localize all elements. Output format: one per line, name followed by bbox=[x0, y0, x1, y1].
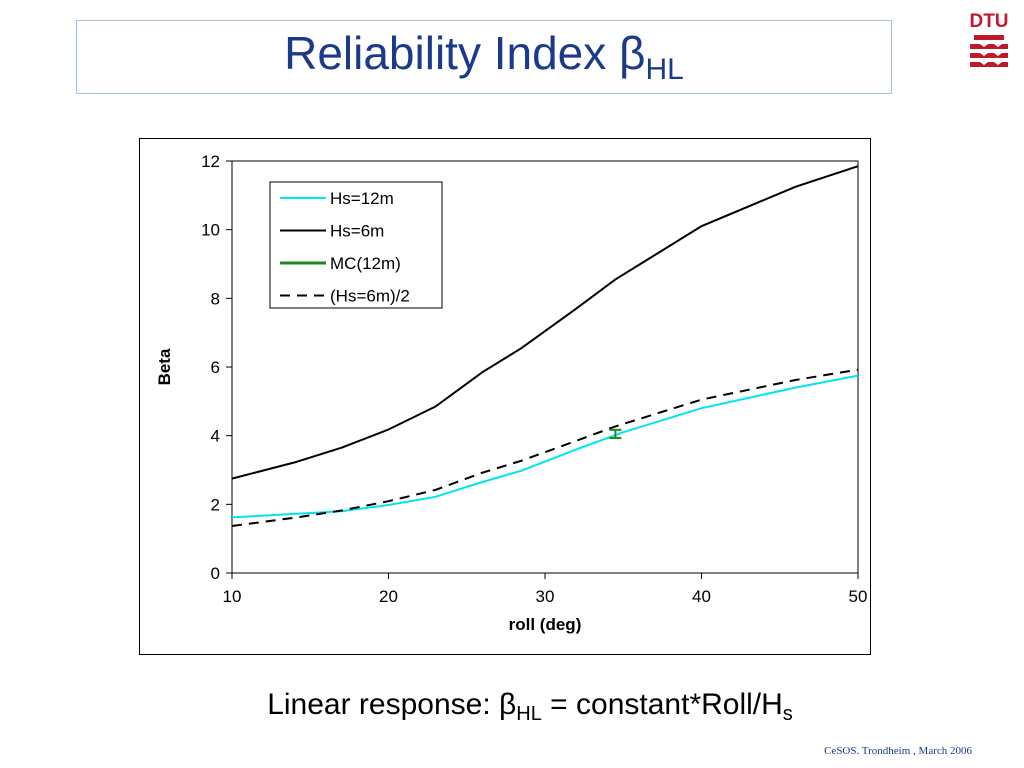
y-tick-label: 4 bbox=[211, 427, 220, 446]
chart-frame: 0 2 4 6 8 10 12 10 20 30 40 50 roll (deg) Beta Hs=12m H… bbox=[139, 138, 871, 655]
y-axis-label: Beta bbox=[155, 348, 174, 385]
series-mc-errorbar bbox=[609, 428, 622, 440]
x-axis-label: roll (deg) bbox=[509, 615, 582, 634]
x-tick-label: 20 bbox=[379, 587, 398, 606]
dtu-logo: DTU bbox=[966, 12, 1012, 74]
legend-label: Hs=12m bbox=[330, 189, 394, 208]
y-tick-label: 6 bbox=[211, 358, 220, 377]
x-tick-label: 40 bbox=[692, 587, 711, 606]
legend-label: Hs=6m bbox=[330, 222, 384, 241]
series-line-hs-6m bbox=[231, 165, 859, 480]
caption-mid: = constant*Roll/H bbox=[541, 688, 783, 721]
slide-title: Reliability Index βHL bbox=[284, 30, 684, 85]
dtu-logo-emblem bbox=[970, 35, 1008, 67]
title-subscript: HL bbox=[645, 52, 684, 86]
x-tick-label: 10 bbox=[223, 587, 242, 606]
series-line-hs-12m bbox=[231, 374, 859, 519]
legend-label: (Hs=6m)/2 bbox=[330, 287, 410, 306]
reliability-chart: 0 2 4 6 8 10 12 10 20 30 40 50 roll (deg) Beta Hs=12m H… bbox=[155, 152, 868, 634]
y-tick-label: 12 bbox=[201, 152, 220, 171]
y-tick-label: 8 bbox=[211, 289, 220, 308]
legend-box bbox=[269, 181, 443, 309]
y-tick-label: 2 bbox=[211, 495, 220, 514]
legend-label: MC(12m) bbox=[330, 254, 401, 273]
footer-text: CeSOS. Trondheim , March 2006 bbox=[824, 745, 972, 757]
caption-sub-hl: HL bbox=[516, 703, 542, 725]
x-tick-label: 30 bbox=[536, 587, 555, 606]
caption: Linear response: βHL = constant*Roll/Hs bbox=[0, 688, 1024, 726]
title-main: Reliability Index β bbox=[284, 26, 646, 79]
x-tick-label: 50 bbox=[849, 587, 868, 606]
y-tick-label: 10 bbox=[201, 221, 220, 240]
title-box: Reliability Index βHL bbox=[76, 20, 892, 94]
y-tick-label: 0 bbox=[211, 564, 220, 583]
series-line--hs-6m-2 bbox=[231, 368, 859, 527]
caption-pre: Linear response: β bbox=[267, 688, 517, 721]
caption-sub-s: s bbox=[782, 703, 793, 725]
dtu-logo-text: DTU bbox=[969, 11, 1009, 32]
